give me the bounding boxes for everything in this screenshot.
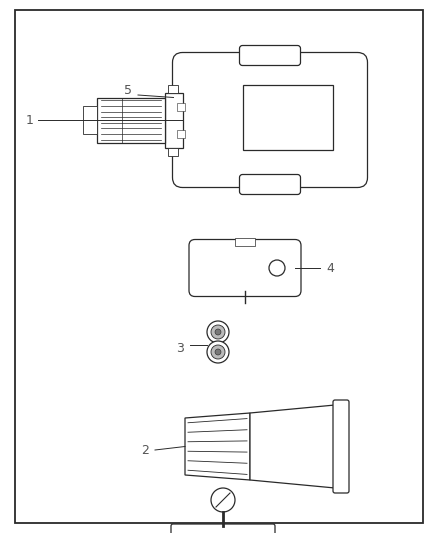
FancyBboxPatch shape: [240, 174, 300, 195]
FancyBboxPatch shape: [171, 524, 275, 533]
Bar: [235, 238, 255, 246]
Circle shape: [211, 488, 235, 512]
Bar: [96, 98, 165, 142]
Polygon shape: [250, 405, 335, 488]
FancyBboxPatch shape: [240, 45, 300, 66]
Circle shape: [215, 329, 221, 335]
Bar: [165, 93, 183, 148]
FancyBboxPatch shape: [333, 400, 349, 493]
Circle shape: [207, 321, 229, 343]
FancyBboxPatch shape: [189, 239, 301, 296]
Bar: [167, 85, 177, 93]
Text: 5: 5: [124, 85, 132, 98]
Text: 1: 1: [26, 114, 34, 126]
Circle shape: [211, 325, 225, 339]
Text: 4: 4: [326, 262, 334, 274]
Circle shape: [269, 260, 285, 276]
Bar: [243, 85, 332, 149]
Circle shape: [211, 345, 225, 359]
Bar: [82, 106, 96, 134]
Text: 2: 2: [141, 443, 149, 456]
Bar: [177, 102, 184, 110]
Circle shape: [207, 341, 229, 363]
Text: 3: 3: [176, 342, 184, 354]
Circle shape: [215, 349, 221, 355]
Bar: [177, 130, 184, 138]
Bar: [167, 148, 177, 156]
Polygon shape: [185, 413, 250, 480]
FancyBboxPatch shape: [173, 52, 367, 188]
